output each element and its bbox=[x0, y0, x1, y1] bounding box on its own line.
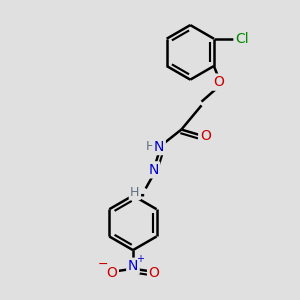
Text: O: O bbox=[213, 75, 224, 89]
Text: +: + bbox=[136, 254, 144, 264]
Text: N: N bbox=[128, 259, 138, 273]
Text: O: O bbox=[148, 266, 160, 280]
Text: −: − bbox=[98, 258, 108, 271]
Text: Cl: Cl bbox=[235, 32, 249, 46]
Text: O: O bbox=[200, 129, 211, 143]
Text: H: H bbox=[130, 186, 140, 199]
Text: O: O bbox=[106, 266, 117, 280]
Text: H: H bbox=[146, 140, 155, 153]
Text: N: N bbox=[148, 163, 159, 177]
Text: N: N bbox=[154, 140, 164, 154]
